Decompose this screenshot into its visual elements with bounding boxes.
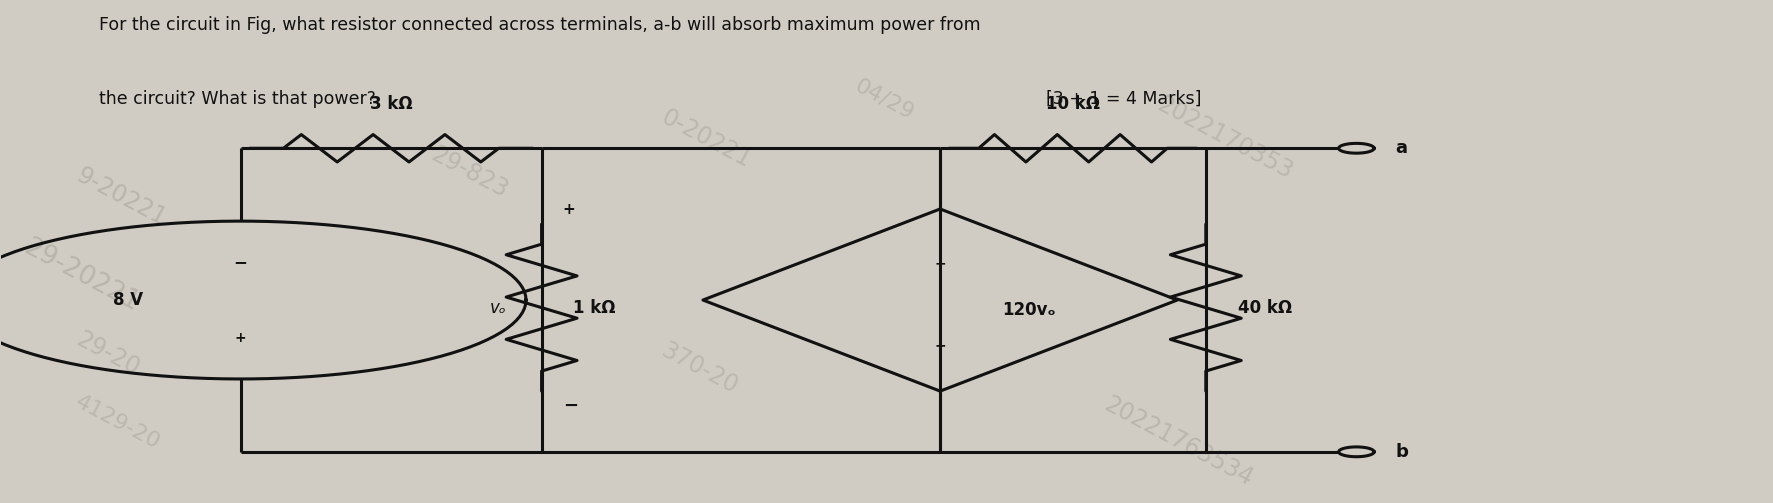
- Polygon shape: [1339, 143, 1374, 153]
- Text: b: b: [1395, 443, 1408, 461]
- Text: 20221763534: 20221763534: [1099, 393, 1255, 491]
- Polygon shape: [1339, 447, 1374, 457]
- Text: −: −: [234, 253, 246, 271]
- Text: 04/29: 04/29: [851, 75, 917, 123]
- Text: a: a: [1395, 139, 1406, 157]
- Text: 8 V: 8 V: [113, 291, 144, 309]
- Text: +: +: [934, 339, 945, 353]
- Text: 1 kΩ: 1 kΩ: [573, 299, 615, 316]
- Text: −: −: [562, 397, 578, 415]
- Text: 29-20221: 29-20221: [20, 234, 144, 317]
- Text: +: +: [562, 202, 574, 217]
- Text: 120vₒ: 120vₒ: [1002, 301, 1055, 319]
- Text: 4129-20: 4129-20: [73, 392, 163, 453]
- Text: the circuit? What is that power?: the circuit? What is that power?: [99, 90, 376, 108]
- Text: −: −: [934, 257, 945, 271]
- Text: [3 + 1 = 4 Marks]: [3 + 1 = 4 Marks]: [1046, 90, 1202, 108]
- Text: 9-20221: 9-20221: [73, 163, 170, 231]
- Text: 2022170353: 2022170353: [1152, 93, 1296, 184]
- Text: 0-20221: 0-20221: [656, 105, 755, 172]
- Text: 29-20: 29-20: [73, 327, 144, 381]
- Text: 370-20: 370-20: [656, 339, 741, 399]
- Text: 3 kΩ: 3 kΩ: [369, 95, 411, 113]
- Text: 40 kΩ: 40 kΩ: [1238, 299, 1291, 316]
- Text: vₒ: vₒ: [489, 299, 505, 316]
- Text: 29-823: 29-823: [426, 142, 511, 203]
- Text: +: +: [234, 331, 246, 345]
- Text: 10 kΩ: 10 kΩ: [1046, 95, 1099, 113]
- Text: For the circuit in Fig, what resistor connected across terminals, a-b will absor: For the circuit in Fig, what resistor co…: [99, 16, 980, 34]
